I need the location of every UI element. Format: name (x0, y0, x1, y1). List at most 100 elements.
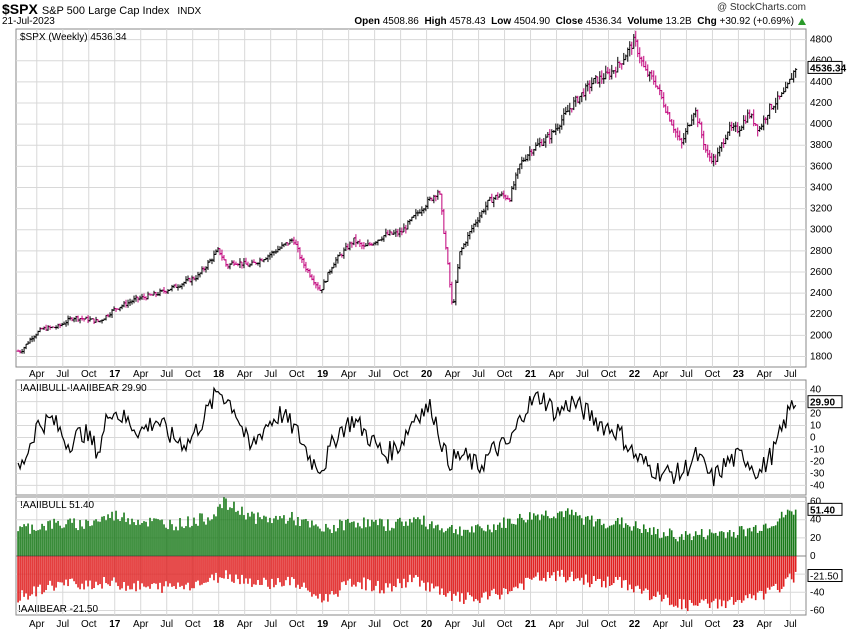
x-tick-label: Oct (393, 619, 409, 630)
bull-bar (463, 529, 465, 556)
x-tick-label: Jul (368, 369, 381, 380)
y-tick-label: -30 (810, 468, 825, 479)
bull-bar (375, 519, 377, 556)
bull-bar (349, 522, 351, 556)
bear-series-label: !AAIIBEAR -21.50 (18, 604, 98, 615)
bull-bar (285, 523, 287, 556)
x-tick-label: 17 (109, 369, 121, 380)
bear-bar (537, 556, 539, 573)
bull-bar (656, 528, 659, 556)
bear-bar (467, 556, 469, 593)
bear-bar (323, 556, 325, 601)
bull-bar (157, 519, 159, 556)
bull-bar (191, 525, 193, 556)
bear-bar (658, 556, 661, 595)
bear-bar (177, 556, 179, 583)
bear-bar (686, 556, 689, 612)
bull-bar (115, 510, 117, 556)
bull-bar (307, 521, 309, 556)
bull-bar (97, 521, 99, 556)
bull-bar (582, 524, 585, 556)
bear-bar (265, 556, 267, 580)
bear-bar (25, 556, 27, 594)
bear-bar (433, 556, 435, 589)
bull-bar (760, 530, 763, 556)
bear-bar (519, 556, 521, 584)
bear-bar (598, 556, 601, 579)
last-value-label: 51.40 (810, 505, 835, 516)
bull-bar (758, 530, 761, 556)
bear-bar (600, 556, 603, 588)
bear-bar (363, 556, 365, 578)
x-tick-label: Oct (705, 619, 721, 630)
bull-bar (143, 521, 145, 556)
bull-bar (527, 519, 529, 556)
x-tick-label: Apr (757, 619, 773, 630)
bear-bar (545, 556, 547, 582)
bear-bar (495, 556, 497, 594)
bull-bar (529, 512, 531, 556)
bull-bar (263, 515, 265, 556)
y-tick-label: 2400 (810, 288, 833, 299)
bull-bar (373, 521, 375, 556)
bear-bar (710, 556, 713, 603)
bull-bar (596, 519, 599, 556)
bull-bar (21, 527, 23, 556)
bear-bar (626, 556, 629, 591)
bear-bar (277, 556, 279, 579)
y-tick-label: 60 (810, 497, 822, 508)
bull-bar (59, 525, 61, 556)
x-tick-label: 20 (421, 369, 433, 380)
bull-bar (195, 523, 197, 556)
bull-bar (337, 528, 339, 556)
x-tick-label: Oct (705, 369, 721, 380)
bull-bar (235, 511, 237, 556)
bull-bar (449, 526, 451, 556)
bull-bar (327, 527, 329, 556)
bear-bar (329, 556, 331, 595)
x-tick-label: Oct (601, 619, 617, 630)
bull-bar (41, 523, 43, 556)
bear-bar (337, 556, 339, 597)
bull-bar (113, 520, 115, 556)
bear-bar (125, 556, 127, 591)
bull-bar (568, 514, 571, 556)
volume-value: 13.2B (665, 16, 692, 27)
bull-bar (433, 528, 435, 556)
bull-bar (53, 518, 55, 556)
bear-bar (21, 556, 23, 591)
bear-bar (55, 556, 57, 588)
high-label: High (424, 16, 447, 27)
bear-bar (567, 556, 569, 581)
bear-bar (107, 556, 109, 585)
bull-bar (517, 518, 519, 556)
bull-bar (51, 528, 53, 556)
bear-bar (389, 556, 391, 584)
bull-bar (786, 509, 789, 556)
bear-bar (97, 556, 99, 586)
bear-bar (113, 556, 115, 578)
up-arrow-icon (798, 17, 806, 25)
bear-bar (321, 556, 323, 603)
bear-bar (527, 556, 529, 578)
bear-bar (553, 556, 555, 573)
bull-bar (103, 516, 105, 556)
bull-bar (171, 524, 173, 556)
bear-bar (481, 556, 483, 598)
bear-bar (385, 556, 387, 584)
bear-bar (295, 556, 297, 588)
bull-bar (345, 519, 347, 556)
bull-bar (89, 526, 91, 556)
bull-bar (706, 535, 709, 556)
bear-bar (131, 556, 133, 590)
bear-bar (565, 556, 567, 583)
bull-bar (509, 518, 511, 556)
bull-bar (698, 534, 701, 556)
x-tick-label: Apr (341, 369, 357, 380)
bear-bar (716, 556, 719, 609)
bear-bar (209, 556, 211, 578)
bull-bar (475, 525, 477, 556)
bull-bar (654, 534, 657, 556)
bear-bar (289, 556, 291, 586)
bear-bar (181, 556, 183, 586)
